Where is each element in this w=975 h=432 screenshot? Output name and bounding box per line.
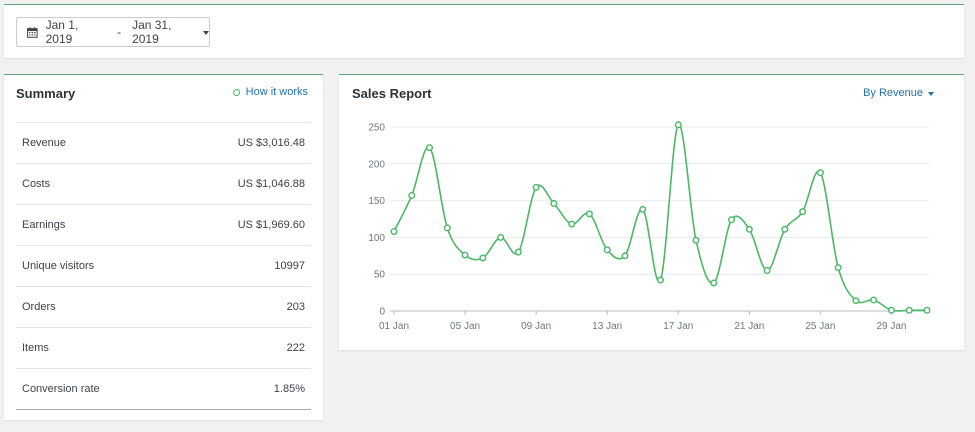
- summary-row-unique-visitors: Unique visitors 10997: [16, 246, 311, 287]
- summary-row-label: Revenue: [22, 137, 67, 149]
- summary-row-value: 203: [286, 301, 305, 313]
- summary-panel: Summary How it works Revenue US $3,016.4…: [4, 74, 323, 420]
- data-point: [550, 200, 558, 208]
- data-point: [479, 254, 487, 262]
- summary-row-earnings: Earnings US $1,969.60: [16, 205, 311, 246]
- x-tick-label: 13 Jan: [592, 321, 622, 332]
- data-point: [603, 246, 611, 254]
- date-end: Jan 31, 2019: [132, 18, 172, 46]
- data-point: [621, 252, 629, 260]
- data-point: [426, 144, 434, 152]
- x-tick-label: 17 Jan: [663, 321, 693, 332]
- date-separator: -: [117, 25, 122, 39]
- data-point: [834, 264, 842, 272]
- summary-row-items: Items 222: [16, 328, 311, 369]
- summary-row-value: US $1,969.60: [237, 219, 305, 231]
- summary-row-label: Items: [22, 342, 49, 354]
- data-point: [390, 228, 398, 236]
- how-it-works-label: How it works: [245, 86, 308, 98]
- data-point: [710, 279, 718, 287]
- circle-icon: [232, 88, 240, 96]
- y-tick-label: 150: [368, 196, 385, 207]
- sales-report-panel: Sales Report By Revenue 0 50 100 150 200 250 0…: [339, 74, 964, 350]
- data-point: [443, 224, 451, 232]
- x-tick-label: 05 Jan: [450, 321, 480, 332]
- summary-row-label: Costs: [22, 178, 51, 190]
- summary-row-label: Orders: [22, 301, 56, 313]
- sales-line-chart: 0 50 100 150 200 250 01 Jan 05 Jan 09 Jan 13 Jan 1…: [368, 121, 931, 332]
- data-point: [674, 121, 682, 129]
- data-point: [568, 220, 576, 228]
- date-range-picker[interactable]: Jan 1, 2019 - Jan 31, 2019: [16, 17, 210, 47]
- y-tick-label: 200: [368, 159, 385, 170]
- data-point: [408, 191, 416, 199]
- chevron-down-icon: [928, 92, 934, 96]
- summary-row-value: 10997: [274, 260, 305, 272]
- summary-list: Revenue US $3,016.48 Costs US $1,046.88 …: [16, 122, 311, 410]
- data-point: [870, 296, 878, 304]
- date-range-bar: Jan 1, 2019 - Jan 31, 2019: [4, 4, 964, 58]
- data-point: [781, 225, 789, 233]
- data-point: [639, 205, 647, 213]
- metric-selector-label: By Revenue: [863, 87, 923, 99]
- y-tick-label: 0: [379, 307, 385, 318]
- calendar-icon: [27, 26, 38, 38]
- data-point: [461, 251, 469, 259]
- summary-title: Summary: [16, 86, 76, 101]
- metric-selector[interactable]: By Revenue: [863, 87, 934, 99]
- data-point: [816, 169, 824, 177]
- summary-row-value: 1.85%: [273, 383, 305, 395]
- x-tick-label: 25 Jan: [805, 321, 835, 332]
- y-tick-label: 100: [368, 233, 385, 244]
- y-tick-label: 250: [368, 123, 385, 134]
- data-point: [923, 306, 931, 314]
- summary-row-costs: Costs US $1,046.88: [16, 164, 311, 205]
- data-point: [799, 208, 807, 216]
- data-point: [657, 276, 665, 284]
- summary-row-label: Earnings: [22, 219, 66, 231]
- summary-row-revenue: Revenue US $3,016.48: [16, 123, 311, 164]
- data-point: [763, 267, 771, 275]
- y-tick-label: 50: [374, 270, 386, 281]
- data-point: [497, 233, 505, 241]
- chevron-down-icon: [203, 31, 209, 35]
- sales-report-title: Sales Report: [352, 86, 432, 101]
- summary-row-conversion-rate: Conversion rate 1.85%: [16, 369, 311, 410]
- x-tick-label: 09 Jan: [521, 321, 551, 332]
- data-point: [905, 306, 913, 314]
- data-point: [745, 225, 753, 233]
- data-point: [728, 216, 736, 224]
- summary-row-orders: Orders 203: [16, 287, 311, 328]
- summary-row-value: 222: [286, 342, 305, 354]
- data-point: [852, 297, 860, 305]
- summary-row-label: Unique visitors: [22, 260, 95, 272]
- how-it-works-link[interactable]: How it works: [232, 86, 308, 98]
- data-point: [887, 306, 895, 314]
- summary-row-label: Conversion rate: [22, 383, 100, 395]
- x-tick-label: 01 Jan: [379, 321, 409, 332]
- data-point: [532, 183, 540, 191]
- x-tick-label: 21 Jan: [734, 321, 764, 332]
- summary-row-value: US $1,046.88: [237, 178, 305, 190]
- data-point: [692, 236, 700, 244]
- summary-row-value: US $3,016.48: [237, 137, 305, 149]
- x-tick-label: 29 Jan: [876, 321, 906, 332]
- data-point: [514, 248, 522, 256]
- data-point: [585, 210, 593, 218]
- date-start: Jan 1, 2019: [45, 18, 79, 46]
